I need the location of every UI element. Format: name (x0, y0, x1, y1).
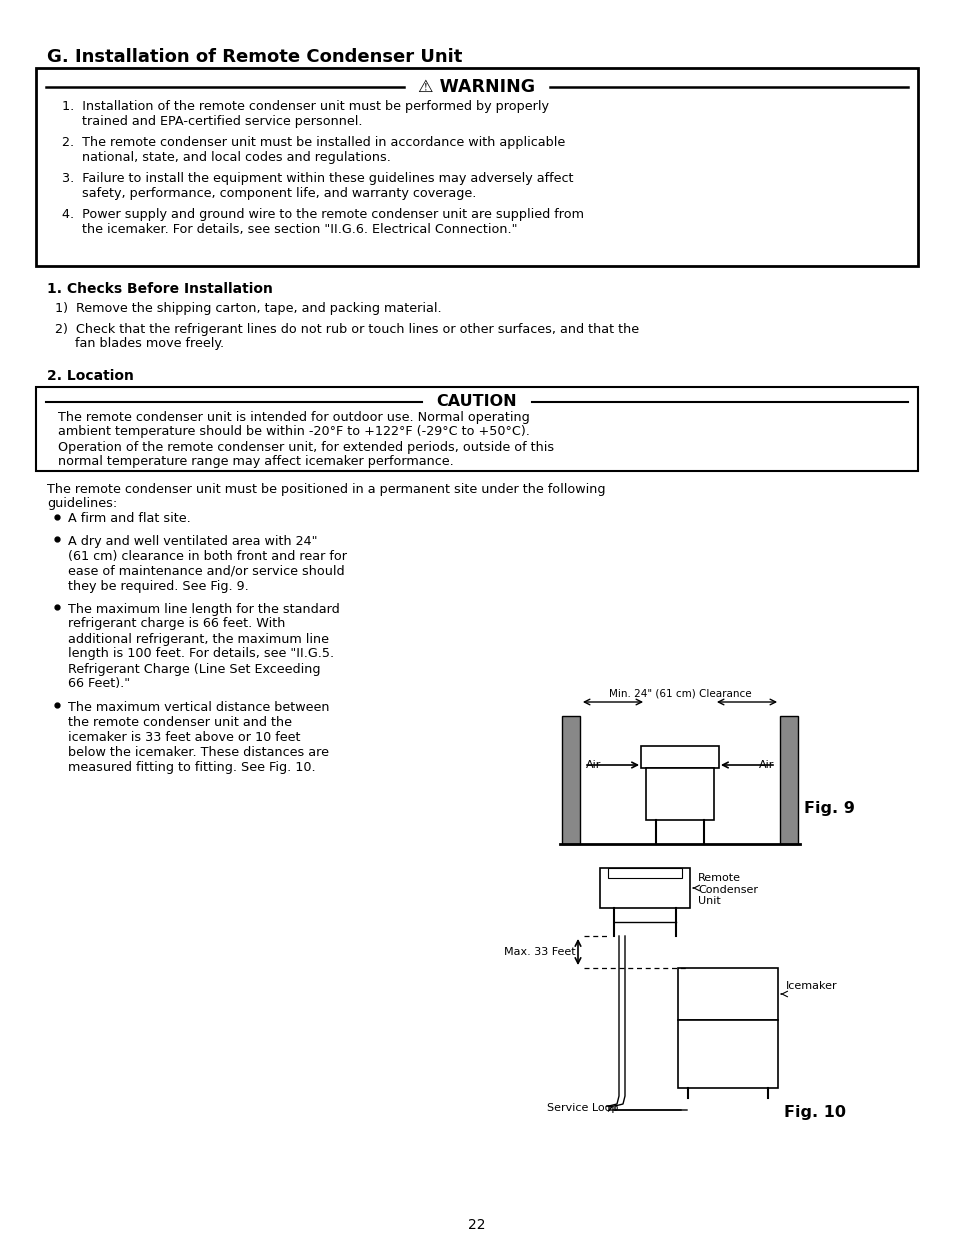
Text: 2.  The remote condenser unit must be installed in accordance with applicable
  : 2. The remote condenser unit must be ins… (62, 136, 565, 164)
Text: Service Loop: Service Loop (546, 1103, 618, 1113)
Bar (640, 746, 719, 768)
Bar (678, 968, 778, 1020)
Bar (678, 1020, 778, 1088)
Text: The maximum line length for the standard
refrigerant charge is 66 feet. With
add: The maximum line length for the standard… (68, 603, 339, 690)
Bar (561, 716, 579, 844)
Text: Min. 24" (61 cm) Clearance: Min. 24" (61 cm) Clearance (608, 688, 751, 698)
Text: The maximum vertical distance between
the remote condenser unit and the
icemaker: The maximum vertical distance between th… (68, 700, 329, 773)
Text: Remote
Condenser
Unit: Remote Condenser Unit (698, 873, 758, 906)
Text: 2)  Check that the refrigerant lines do not rub or touch lines or other surfaces: 2) Check that the refrigerant lines do n… (55, 322, 639, 351)
Bar (599, 868, 689, 908)
Text: 22: 22 (468, 1218, 485, 1233)
Bar (780, 716, 797, 844)
Text: ⚠ WARNING: ⚠ WARNING (418, 78, 535, 96)
Text: G. Installation of Remote Condenser Unit: G. Installation of Remote Condenser Unit (47, 48, 462, 65)
Text: A dry and well ventilated area with 24"
(61 cm) clearance in both front and rear: A dry and well ventilated area with 24" … (68, 535, 347, 593)
Bar (36, 68, 917, 266)
Text: Air: Air (585, 760, 600, 769)
Text: Max. 33 Feet: Max. 33 Feet (504, 947, 576, 957)
Text: A firm and flat site.: A firm and flat site. (68, 513, 191, 526)
Text: The remote condenser unit must be positioned in a permanent site under the follo: The remote condenser unit must be positi… (47, 483, 605, 510)
Text: Air: Air (758, 760, 773, 769)
Text: The remote condenser unit is intended for outdoor use. Normal operating
ambient : The remote condenser unit is intended fo… (58, 410, 554, 468)
Text: 4.  Power supply and ground wire to the remote condenser unit are supplied from
: 4. Power supply and ground wire to the r… (62, 207, 583, 236)
Bar (645, 768, 713, 820)
Text: 1. Checks Before Installation: 1. Checks Before Installation (47, 282, 273, 296)
Bar (36, 387, 917, 471)
Text: 1.  Installation of the remote condenser unit must be performed by properly
    : 1. Installation of the remote condenser … (62, 100, 548, 128)
Text: Fig. 10: Fig. 10 (783, 1105, 845, 1120)
Text: Fig. 9: Fig. 9 (803, 802, 854, 816)
Text: 1)  Remove the shipping carton, tape, and packing material.: 1) Remove the shipping carton, tape, and… (55, 303, 441, 315)
Text: 3.  Failure to install the equipment within these guidelines may adversely affec: 3. Failure to install the equipment with… (62, 172, 573, 200)
Text: CAUTION: CAUTION (436, 394, 517, 409)
Bar (607, 868, 681, 878)
Text: 2. Location: 2. Location (47, 368, 133, 383)
Text: Icemaker: Icemaker (785, 981, 837, 990)
